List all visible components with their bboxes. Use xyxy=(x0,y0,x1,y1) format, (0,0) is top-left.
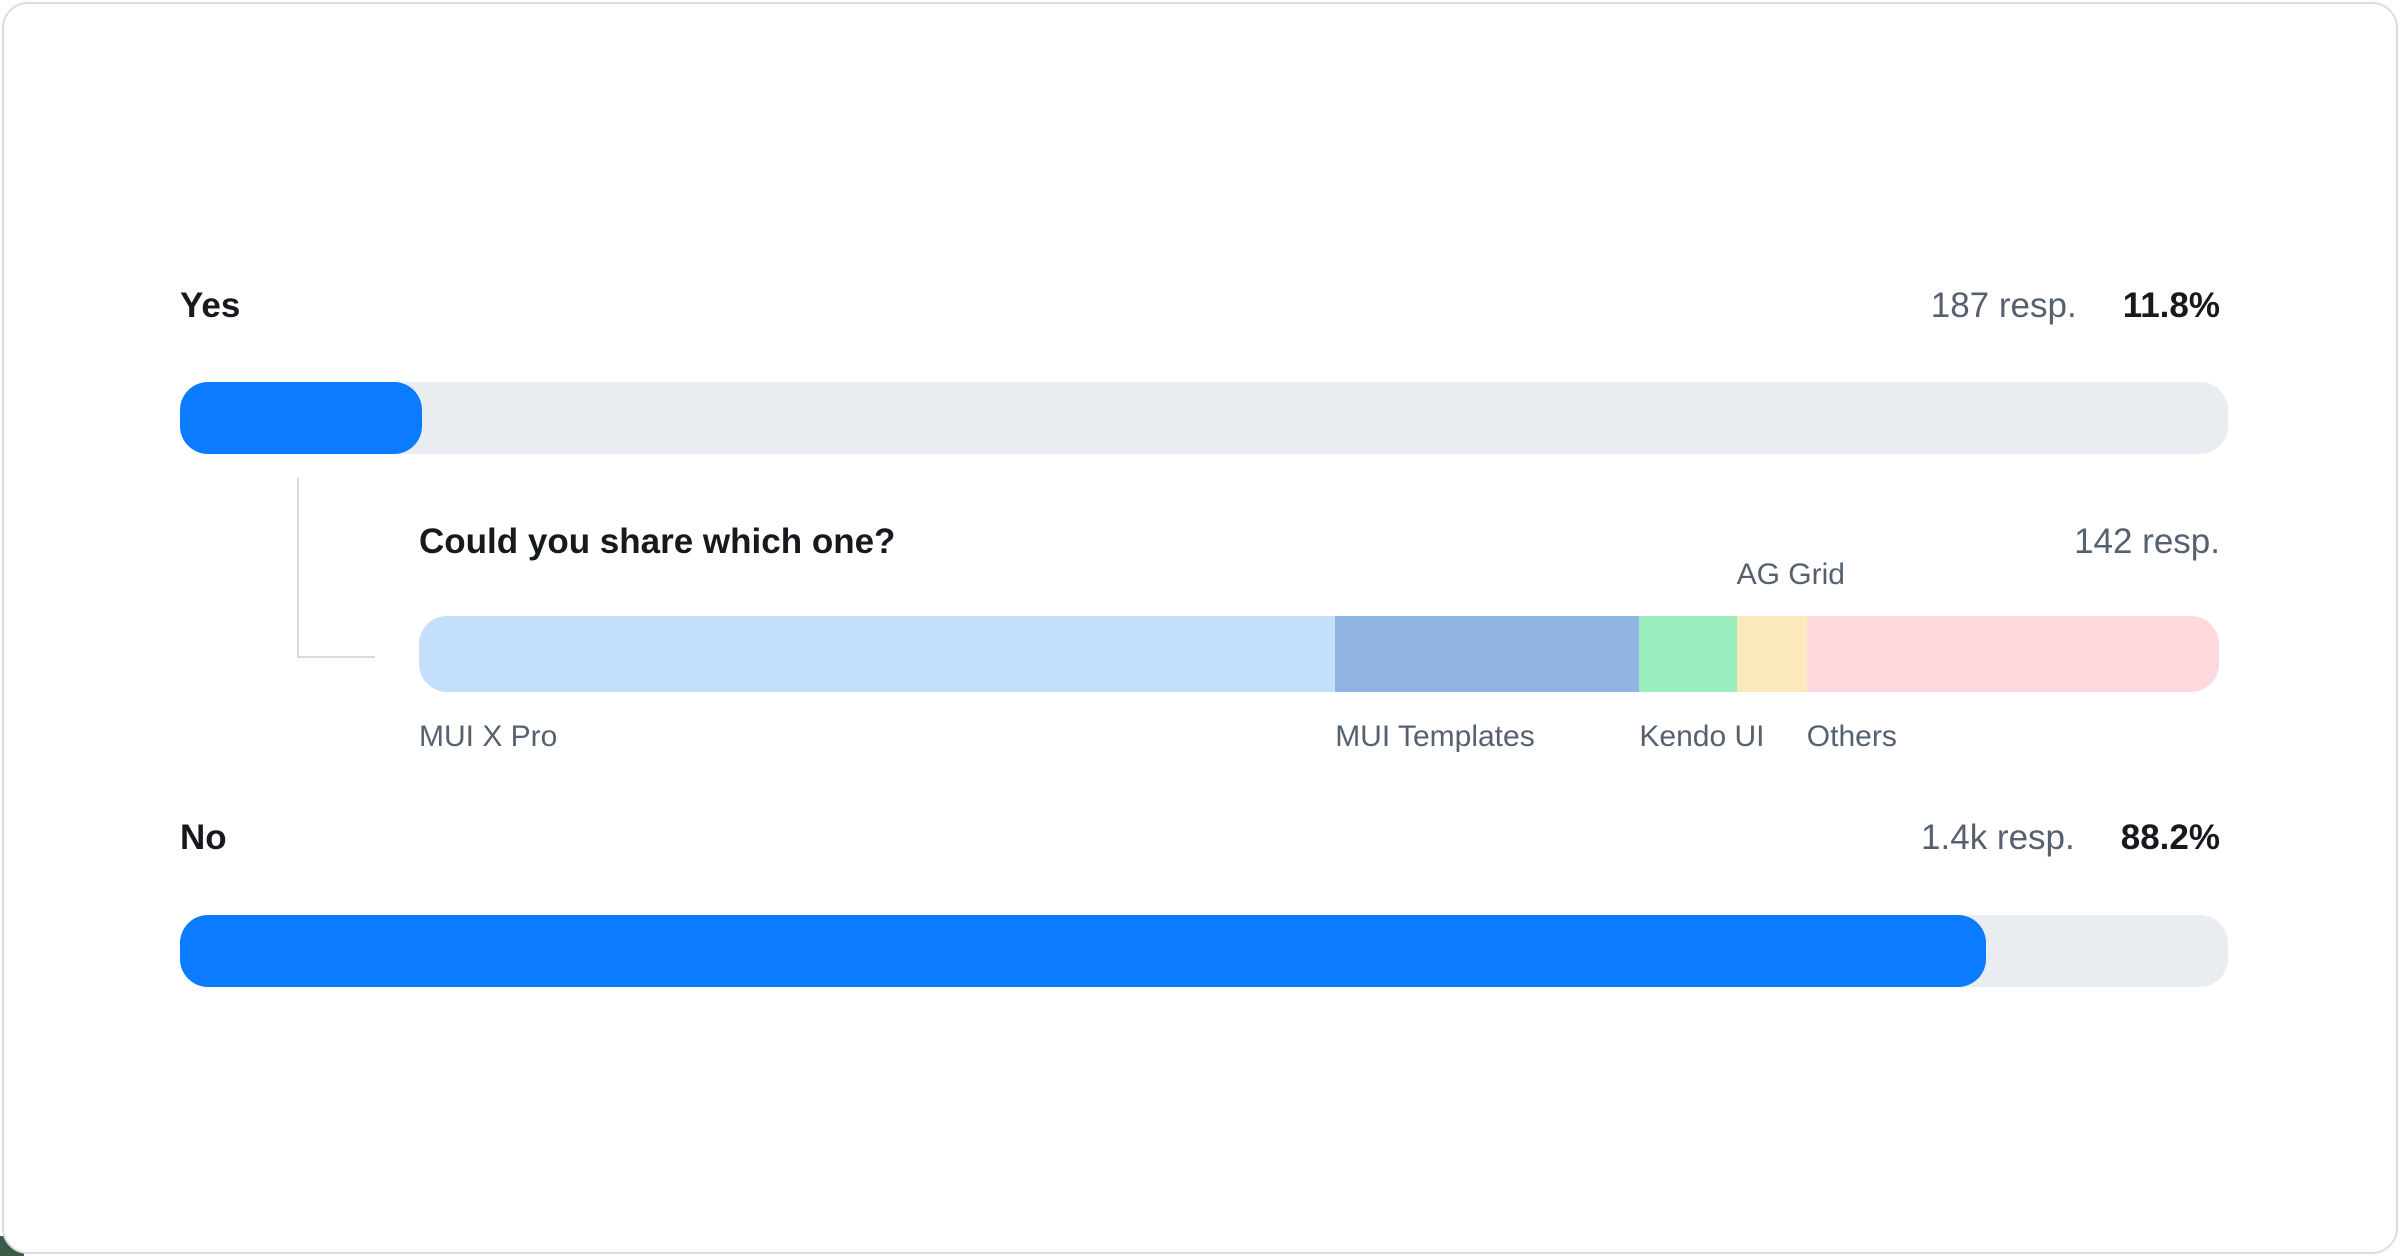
followup-header: Could you share which one? 142 resp. xyxy=(419,518,2220,566)
followup-stacked-bar xyxy=(419,616,2219,692)
answer-stats-no: 1.4k resp. 88.2% xyxy=(1921,814,2220,862)
response-count-no: 1.4k resp. xyxy=(1921,818,2075,857)
stacked-segment-mui-x-pro xyxy=(419,616,1336,692)
stacked-segment-kendo-ui xyxy=(1639,616,1737,692)
answer-row-no-header: No 1.4k resp. 88.2% xyxy=(180,814,2220,862)
followup-question: Could you share which one? xyxy=(419,522,896,561)
percent-value-yes: 11.8% xyxy=(2122,286,2220,325)
progress-bar-track-no xyxy=(180,915,2228,987)
progress-bar-track-yes xyxy=(180,382,2228,454)
answer-row-yes-header: Yes 187 resp. 11.8% xyxy=(180,282,2220,330)
answer-stats-yes: 187 resp. 11.8% xyxy=(1931,282,2220,330)
response-count-yes: 187 resp. xyxy=(1930,286,2077,325)
answer-label-yes: Yes xyxy=(180,286,241,325)
response-count-followup: 142 resp. xyxy=(2074,522,2220,561)
answer-label-no: No xyxy=(180,818,227,857)
progress-bar-fill-yes xyxy=(180,382,422,454)
progress-bar-fill-no xyxy=(180,915,1987,987)
stacked-segment-ag-grid xyxy=(1736,616,1807,692)
followup-stacked-bar-wrap: MUI X Pro MUI Templates Kendo UI AG Grid Oth… xyxy=(419,558,2219,753)
segment-label-mui-templates: MUI Templates xyxy=(1335,720,1535,753)
percent-value-no: 88.2% xyxy=(2120,818,2220,857)
segment-label-kendo-ui: Kendo UI xyxy=(1639,720,1765,753)
segment-label-mui-x-pro: MUI X Pro xyxy=(419,720,558,753)
stacked-segment-others xyxy=(1806,616,2219,692)
stacked-segment-mui-templates xyxy=(1335,616,1640,692)
followup-connector-line xyxy=(297,478,375,658)
segment-label-ag-grid: AG Grid xyxy=(1736,558,1845,591)
segment-label-others: Others xyxy=(1806,720,1897,753)
